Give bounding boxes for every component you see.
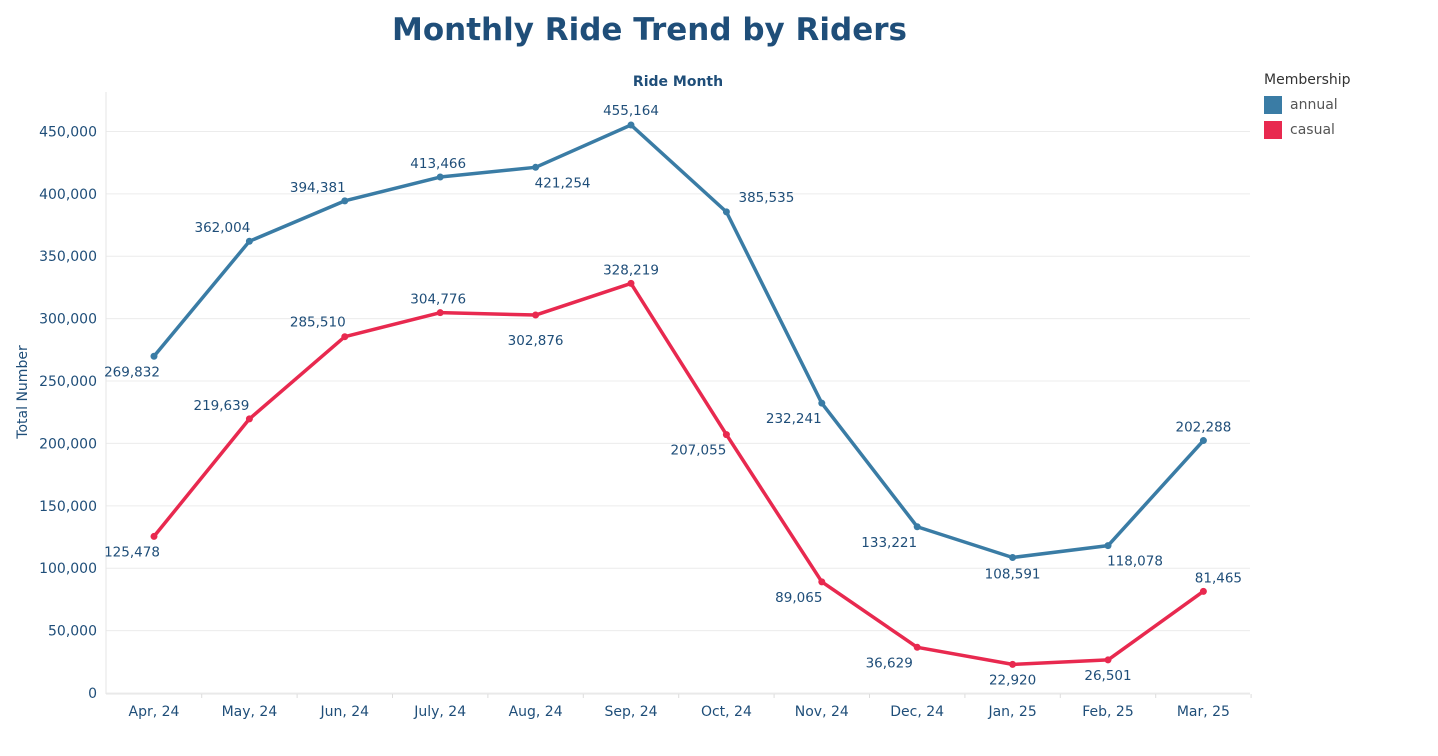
data-label-annual: 362,004 [194,220,250,236]
y-tick-label: 300,000 [39,312,97,328]
x-tick-label: Oct, 24 [701,704,752,720]
data-label-casual: 22,920 [989,672,1036,688]
legend-item-casual[interactable]: casual [1264,117,1351,142]
data-point-annual[interactable] [436,173,444,181]
chart-title: Monthly Ride Trend by Riders [392,12,907,48]
data-point-annual[interactable] [627,121,635,129]
legend-swatch-casual [1264,120,1282,139]
data-point-casual[interactable] [1199,587,1207,595]
y-tick-label: 350,000 [39,249,97,265]
y-tick-label: 400,000 [39,187,97,203]
y-axis-title: Total Number [15,345,31,440]
x-tick-label: Feb, 25 [1082,704,1134,720]
data-point-annual[interactable] [245,237,253,245]
data-label-annual: 108,591 [985,566,1041,582]
y-tick-label: 50,000 [48,624,97,640]
data-point-casual[interactable] [436,309,444,317]
legend-label-annual: annual [1290,96,1338,113]
data-label-annual: 413,466 [410,156,466,172]
series-line-annual [152,123,1206,560]
x-tick-label: Sep, 24 [604,704,657,720]
x-tick-label: Nov, 24 [795,704,849,720]
data-point-annual[interactable] [341,197,349,205]
data-label-casual: 26,501 [1084,668,1131,684]
data-label-annual: 269,832 [104,364,160,380]
x-tick-label: July, 24 [413,704,466,720]
data-point-annual[interactable] [150,352,158,360]
data-point-annual[interactable] [913,523,921,531]
data-label-annual: 421,254 [535,175,591,191]
data-point-annual[interactable] [532,163,540,171]
data-point-casual[interactable] [1009,660,1017,668]
legend-swatch-annual [1264,95,1282,114]
x-tick-label: Aug, 24 [509,704,563,720]
legend: Membership annual casual [1264,72,1351,142]
data-label-casual: 285,510 [290,315,346,331]
data-point-casual[interactable] [1104,656,1112,664]
y-tick-label: 200,000 [39,436,97,452]
data-point-casual[interactable] [913,643,921,651]
data-label-casual: 125,478 [104,544,160,560]
y-tick-label: 150,000 [39,499,97,515]
data-point-casual[interactable] [818,578,826,586]
data-point-annual[interactable] [1104,542,1112,550]
x-tick-label: Jan, 25 [987,704,1036,720]
legend-label-casual: casual [1290,121,1335,138]
data-label-annual: 385,535 [738,190,794,206]
data-label-casual: 36,629 [866,655,913,671]
data-point-casual[interactable] [245,415,253,423]
data-label-casual: 207,055 [670,443,726,459]
x-axis-title: Ride Month [633,74,723,90]
data-point-casual[interactable] [627,279,635,287]
data-label-annual: 394,381 [290,180,346,196]
data-label-casual: 328,219 [603,262,659,278]
data-label-casual: 304,776 [410,292,466,308]
x-tick-label: Mar, 25 [1177,704,1230,720]
data-point-annual[interactable] [818,399,826,407]
legend-title: Membership [1264,72,1351,88]
x-tick-label: Dec, 24 [890,704,944,720]
y-tick-label: 450,000 [39,124,97,140]
data-point-casual[interactable] [150,532,158,540]
x-tick-label: Apr, 24 [129,704,180,720]
data-label-casual: 81,465 [1195,570,1242,586]
data-label-annual: 232,241 [766,411,822,427]
y-tick-label: 0 [88,686,97,702]
data-point-annual[interactable] [1199,437,1207,445]
y-tick-label: 250,000 [39,374,97,390]
x-tick-label: Jun, 24 [320,704,370,720]
data-label-casual: 89,065 [775,590,822,606]
data-label-annual: 202,288 [1175,420,1231,436]
data-point-casual[interactable] [722,431,730,439]
data-label-annual: 133,221 [861,535,917,551]
x-tick-label: May, 24 [222,704,278,720]
data-label-annual: 118,078 [1107,554,1163,570]
y-tick-label: 100,000 [39,561,97,577]
data-label-casual: 302,876 [508,333,564,349]
series-line-casual [152,281,1206,667]
data-point-casual[interactable] [341,333,349,341]
legend-item-annual[interactable]: annual [1264,92,1351,117]
data-label-annual: 455,164 [603,103,659,119]
data-point-casual[interactable] [532,311,540,319]
data-point-annual[interactable] [722,208,730,216]
data-point-annual[interactable] [1009,553,1017,561]
data-label-casual: 219,639 [193,398,249,414]
